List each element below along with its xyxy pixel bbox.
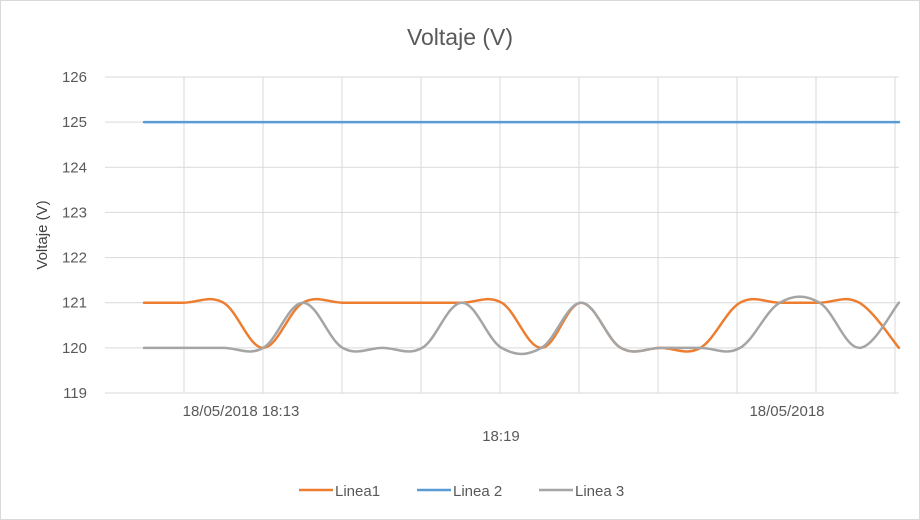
chart-title: Voltaje (V) — [407, 24, 513, 50]
y-tick-label: 124 — [62, 159, 87, 176]
grid — [105, 76, 899, 394]
y-tick-label: 126 — [62, 69, 87, 86]
y-axis-title: Voltaje (V) — [34, 200, 51, 269]
x-tick-label: 18/05/2018 — [749, 403, 824, 420]
y-tick-label: 123 — [62, 204, 87, 221]
series-line-linea1 — [142, 297, 901, 353]
y-tick-label: 121 — [62, 295, 87, 312]
y-tick-label: 122 — [62, 250, 87, 267]
x-tick-label: 18:19 — [482, 428, 520, 445]
x-axis: 18/05/2018 18:13 18:19 18/05/2018 — [183, 403, 825, 445]
series-line-linea-3 — [142, 295, 901, 356]
x-tick-label: 18/05/2018 18:13 — [183, 403, 300, 420]
series-lines — [142, 120, 901, 356]
y-tick-label: 119 — [63, 385, 87, 402]
y-axis: 119 120 121 122 123 124 125 126 — [62, 69, 87, 402]
y-tick-label: 120 — [62, 340, 87, 357]
legend-label: Linea1 — [335, 483, 380, 500]
y-tick-label: 125 — [62, 114, 87, 131]
legend-label: Linea 3 — [575, 483, 624, 500]
legend: Linea1 Linea 2 Linea 3 — [299, 483, 624, 500]
legend-label: Linea 2 — [453, 483, 502, 500]
